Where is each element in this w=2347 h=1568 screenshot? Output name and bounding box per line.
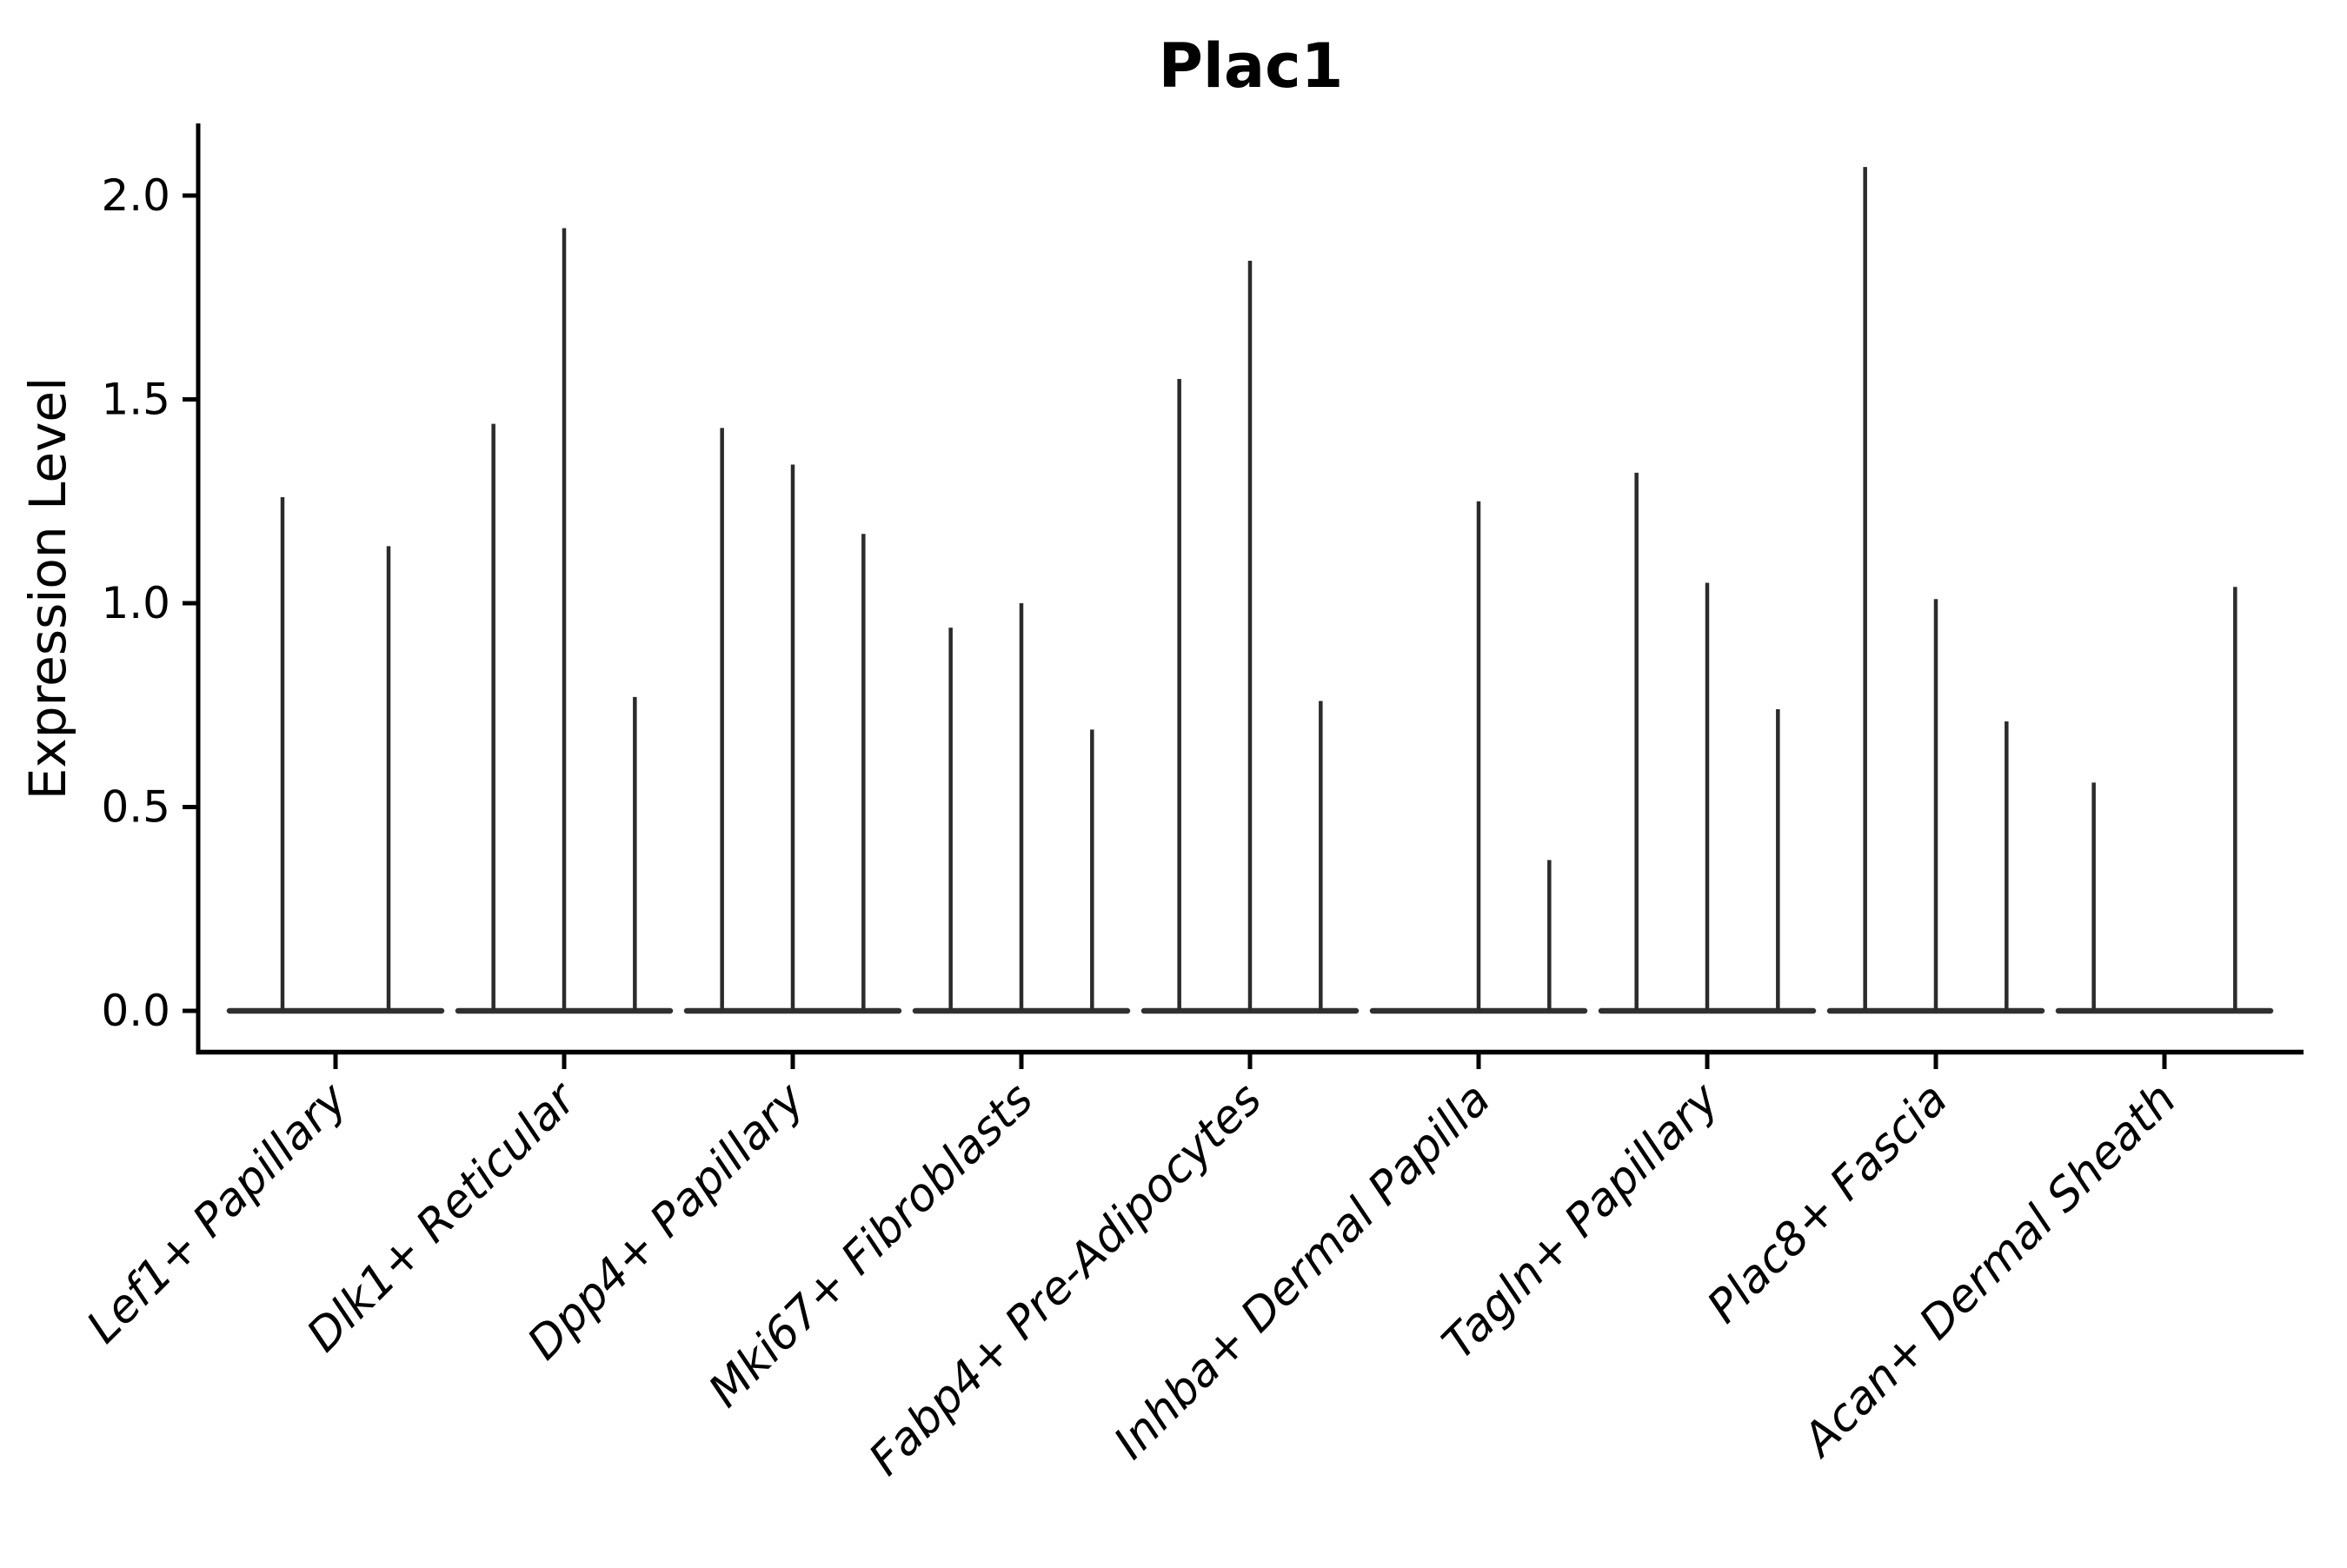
y-tick-label: 0.0 — [101, 986, 170, 1036]
x-tick-label: Inhba+ Dermal Papilla — [1104, 1073, 1500, 1470]
y-tick-label: 1.5 — [101, 375, 170, 425]
chart-title: Plac1 — [1159, 30, 1344, 102]
x-tick-label: Plac8+ Fascia — [1698, 1073, 1958, 1333]
violin-layer — [226, 167, 2274, 1014]
x-tick-label: Fabp4+ Pre-Adipocytes — [860, 1073, 1273, 1486]
y-tick-label: 2.0 — [101, 170, 170, 221]
y-tick-label: 0.5 — [101, 782, 170, 833]
y-axis-label: Expression Level — [18, 377, 77, 800]
x-tick-label: Acan+ Dermal Sheath — [1792, 1073, 2186, 1468]
y-tick-label: 1.0 — [101, 578, 170, 628]
